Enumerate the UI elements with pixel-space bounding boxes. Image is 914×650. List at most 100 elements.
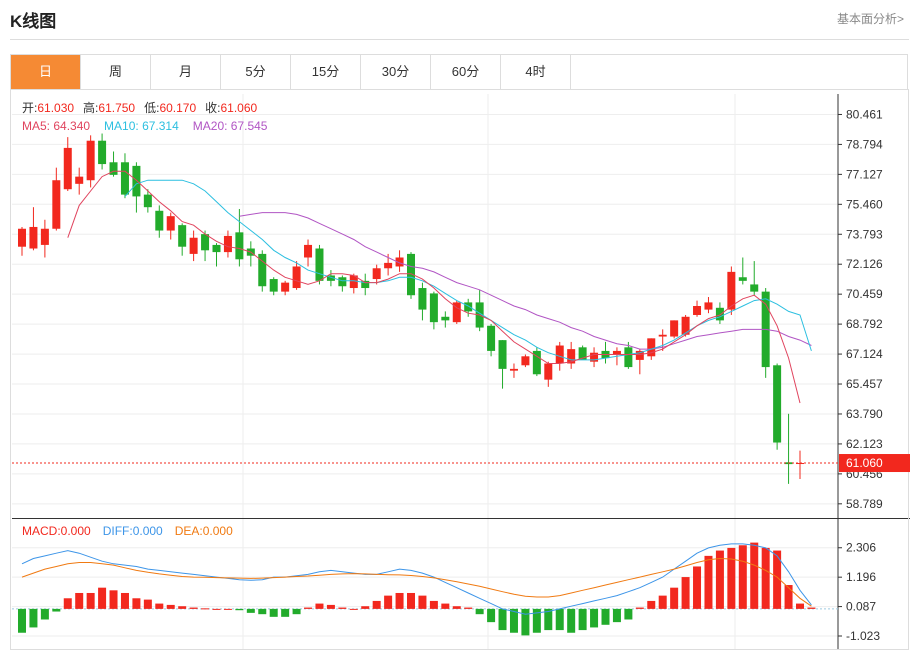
dea-line (21, 557, 812, 607)
candle-body-31 (372, 268, 381, 280)
header-divider (10, 39, 909, 40)
ma-legend-item-2: MA20: 67.545 (193, 119, 268, 133)
macd-bar-22 (269, 608, 278, 617)
tab-2[interactable]: 月 (151, 55, 221, 89)
price-tick-label-13: 58.789 (846, 497, 883, 511)
last-price-label: 61.060 (846, 456, 883, 470)
price-tick-label-10: 63.790 (846, 407, 883, 421)
candle-body-62 (727, 271, 736, 310)
macd-bar-7 (98, 587, 107, 609)
dif-line (21, 543, 812, 615)
candle-body-22 (269, 279, 278, 292)
macd-bar-6 (86, 592, 95, 609)
macd-bar-10 (132, 598, 141, 609)
macd-bar-27 (326, 604, 335, 609)
macd-tick-label-3: -1.023 (846, 629, 880, 643)
macd-bar-23 (281, 608, 290, 617)
candle-body-8 (109, 162, 118, 175)
macd-bar-61 (715, 550, 724, 609)
tab-1[interactable]: 周 (81, 55, 151, 89)
candle-body-55 (647, 338, 656, 357)
macd-bar-3 (52, 608, 61, 612)
candle-body-32 (384, 262, 393, 269)
macd-bar-54 (635, 607, 644, 609)
ohlc-legend-item-4: 低: (144, 101, 159, 115)
macd-bar-44 (521, 608, 530, 636)
grid-lines (12, 94, 838, 650)
tab-6[interactable]: 60分 (431, 55, 501, 89)
ohlc-legend-item-7: 61.060 (220, 101, 257, 115)
candle-body-4 (63, 147, 72, 190)
macd-bar-29 (349, 608, 358, 610)
candle-body-63 (738, 277, 747, 281)
macd-bar-17 (212, 608, 221, 610)
candle-body-54 (635, 350, 644, 360)
macd-bar-53 (624, 608, 633, 620)
tab-7[interactable]: 4时 (501, 55, 571, 89)
price-tick-label-5: 72.126 (846, 257, 883, 271)
price-tick-label-8: 67.124 (846, 347, 883, 361)
macd-bar-51 (601, 608, 610, 625)
tab-5[interactable]: 30分 (361, 55, 431, 89)
macd-bar-40 (475, 608, 484, 615)
candle-body-66 (773, 365, 782, 443)
macd-bar-65 (761, 547, 770, 609)
candle-body-27 (326, 275, 335, 281)
tab-0[interactable]: 日 (11, 55, 81, 89)
macd-bar-12 (155, 603, 164, 609)
candle-body-25 (304, 244, 313, 258)
macd-bar-34 (407, 592, 415, 609)
macd-bar-24 (292, 608, 301, 615)
price-axis-ticks: 80.461 78.794 77.127 75.460 73.793 72.126 70.4… (838, 107, 883, 511)
candles (18, 133, 804, 484)
candle-body-33 (395, 257, 404, 267)
tab-3[interactable]: 5分 (221, 55, 291, 89)
candle-body-21 (258, 253, 267, 287)
candle-body-34 (407, 253, 415, 296)
candle-body-42 (498, 340, 507, 369)
macd-axis-ticks: 2.306 1.196 0.087 -1.023 (838, 541, 880, 643)
tab-4[interactable]: 15分 (291, 55, 361, 89)
ma-legend: MA5: 64.340 MA10: 67.314 MA20: 67.545 (22, 119, 268, 133)
macd-bar-4 (63, 598, 72, 609)
macd-lines (21, 543, 812, 615)
macd-bar-19 (235, 608, 244, 611)
macd-bar-5 (75, 592, 84, 609)
macd-bar-47 (555, 608, 564, 631)
macd-bar-57 (670, 587, 679, 609)
moving-average-lines (67, 170, 812, 404)
candle-body-48 (567, 349, 576, 364)
price-tick-label-7: 68.792 (846, 317, 883, 331)
macd-bar-28 (338, 607, 347, 609)
macd-bar-21 (258, 608, 267, 615)
macd-bar-36 (429, 600, 438, 609)
candle-body-45 (532, 350, 541, 375)
macd-bar-9 (120, 592, 129, 609)
candle-body-46 (544, 363, 553, 380)
ohlc-legend-item-3: 61.750 (98, 101, 135, 115)
macd-bar-33 (395, 592, 404, 609)
macd-bar-49 (578, 608, 587, 631)
macd-bar-38 (452, 606, 461, 609)
macd-histogram (12, 542, 838, 636)
macd-bar-11 (143, 599, 152, 609)
macd-bar-62 (727, 547, 736, 609)
candle-body-50 (590, 352, 599, 362)
ma-legend-item-1: MA10: 67.314 (104, 119, 179, 133)
candle-body-35 (418, 288, 427, 310)
fundamental-analysis-link[interactable]: 基本面分析> (836, 12, 904, 26)
macd-bar-39 (464, 607, 473, 609)
macd-bar-20 (246, 608, 255, 613)
macd-bar-32 (384, 595, 393, 609)
ohlc-legend-item-1: 61.030 (37, 101, 74, 115)
macd-bar-35 (418, 595, 427, 609)
macd-bar-16 (201, 608, 210, 610)
page-title: K线图 (10, 12, 57, 31)
macd-bar-0 (18, 608, 26, 633)
candle-body-11 (143, 194, 152, 208)
candle-body-37 (441, 316, 450, 321)
candle-body-26 (315, 248, 324, 281)
candle-body-44 (521, 356, 530, 366)
macd-bar-43 (509, 608, 518, 633)
